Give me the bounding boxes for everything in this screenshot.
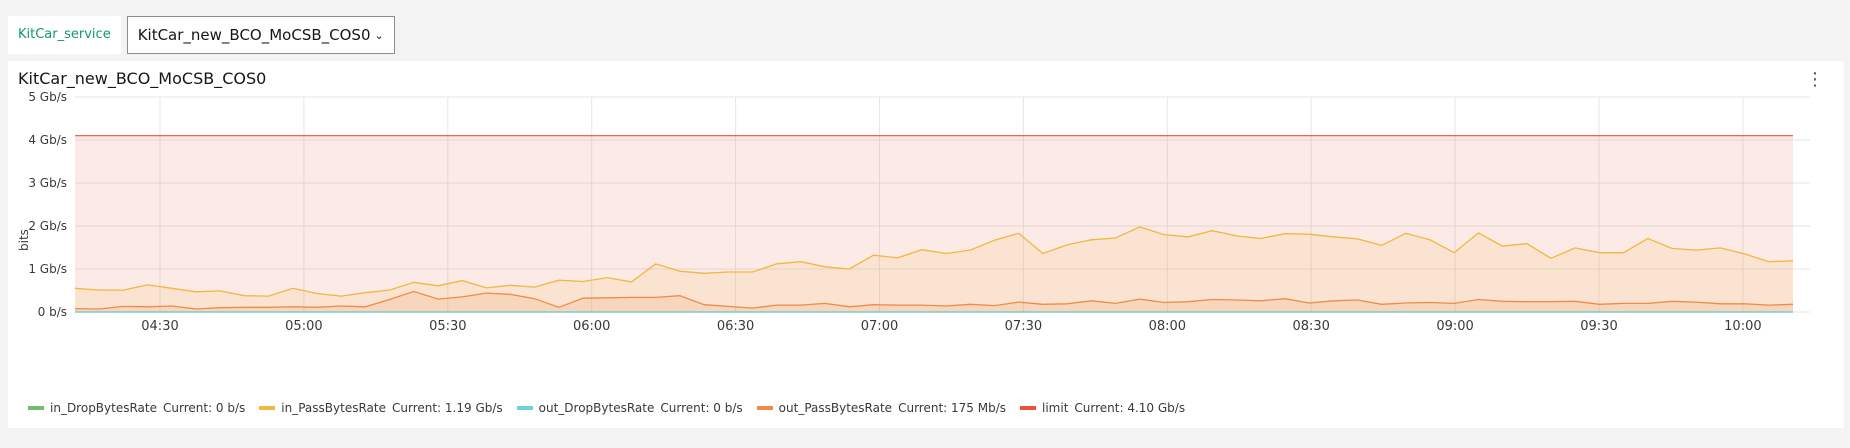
legend-current: Current: 0 b/s [660,401,743,415]
legend-item-in_DropBytesRate[interactable]: in_DropBytesRate Current: 0 b/s [28,401,245,415]
legend-name: out_DropBytesRate [538,401,655,415]
legend-swatch [28,406,44,410]
legend-name: limit [1042,401,1069,415]
chevron-down-icon: ⌄ [374,28,384,42]
y-tick-label: 1 Gb/s [28,262,67,276]
legend-item-in_PassBytesRate[interactable]: in_PassBytesRate Current: 1.19 Gb/s [259,401,503,415]
legend-swatch [1020,406,1036,410]
y-tick-label: 4 Gb/s [28,133,67,147]
legend-item-limit[interactable]: limit Current: 4.10 Gb/s [1020,401,1185,415]
x-tick-label: 08:30 [1292,319,1329,334]
x-tick-label: 05:30 [429,319,466,334]
y-tick-label: 2 Gb/s [28,219,67,233]
legend-name: out_PassBytesRate [778,401,893,415]
x-tick-label: 04:30 [141,319,178,334]
y-tick-label: 5 Gb/s [28,90,67,104]
y-tick-label: 0 b/s [38,305,67,319]
y-tick-label: 3 Gb/s [28,176,67,190]
legend-current: Current: 175 Mb/s [898,401,1006,415]
queue-selector-value: KitCar_new_BCO_MoCSB_COS0 [137,26,371,44]
legend-swatch [259,406,276,410]
throughput-chart: 0 b/s 1 Gb/s 2 Gb/s 3 Gb/s 4 Gb/s 5 Gb/s 04:30… [28,90,1810,334]
limit-area [75,135,1793,312]
legend-name: in_DropBytesRate [50,401,157,415]
legend-item-out_PassBytesRate[interactable]: out_PassBytesRate Current: 175 Mb/s [756,401,1006,415]
chart-panel: KitCar_new_BCO_MoCSB_COS0 ⋮ bits 0 b/s 1 … [8,61,1844,428]
in_PassBytesRate-area [75,226,1793,312]
x-tick-label: 10:00 [1724,319,1761,334]
x-tick-label: 09:30 [1580,319,1617,334]
legend-name: in_PassBytesRate [281,401,386,415]
x-tick-label: 08:00 [1149,319,1186,334]
legend-item-out_DropBytesRate[interactable]: out_DropBytesRate Current: 0 b/s [516,401,743,415]
x-tick-label: 05:00 [285,319,322,334]
legend-current: Current: 0 b/s [163,401,246,415]
x-tick-label: 09:00 [1436,319,1473,334]
legend-swatch [516,406,533,410]
service-label: KitCar_service [8,16,121,54]
overflow-menu-vertical-icon[interactable]: ⋮ [1806,69,1824,90]
x-tick-label: 07:00 [861,319,898,334]
legend-current: Current: 1.19 Gb/s [391,401,503,415]
out_PassBytesRate-area [75,291,1793,312]
in_PassBytesRate-line [74,226,1794,297]
queue-selector-dropdown[interactable]: KitCar_new_BCO_MoCSB_COS0 ⌄ [126,16,395,54]
panel-title: KitCar_new_BCO_MoCSB_COS0 [18,69,267,88]
out_PassBytesRate-line [74,290,1794,310]
chart-legend: in_DropBytesRate Current: 0 b/s in_PassByt… [28,401,1199,415]
x-tick-label: 06:30 [717,319,754,334]
service-toolbar: KitCar_service KitCar_new_BCO_MoCSB_COS0… [8,16,395,54]
legend-current: Current: 4.10 Gb/s [1074,401,1186,415]
x-tick-label: 07:30 [1005,319,1042,334]
legend-swatch [756,406,773,410]
x-tick-label: 06:00 [573,319,610,334]
